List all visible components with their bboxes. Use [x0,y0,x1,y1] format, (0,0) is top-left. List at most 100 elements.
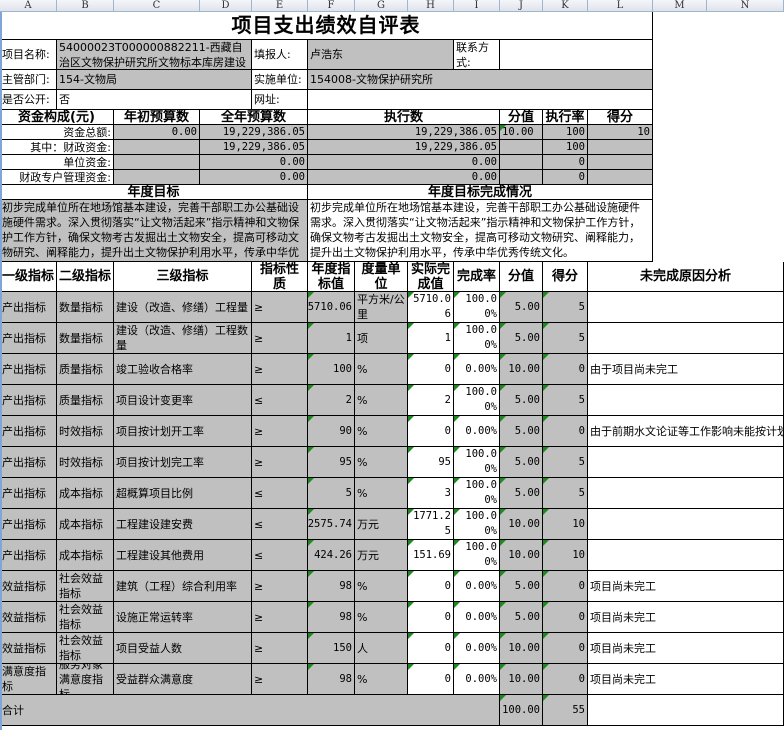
column-header-j[interactable]: J [500,0,543,12]
indicator-cell-0[interactable]: 产出指标 [0,292,57,323]
funds-rate[interactable]: 0 [543,155,588,170]
funds-rate[interactable]: 0 [543,170,588,185]
indicator-cell-8[interactable]: 10.00 [500,354,543,385]
indicator-header-7[interactable]: 完成率 [454,262,500,292]
indicator-cell-5[interactable]: % [355,385,408,416]
indicator-cell-9[interactable]: 0 [543,416,588,447]
indicator-cell-2[interactable]: 建筑（工程）综合利用率 [114,571,252,602]
funds-annual[interactable]: 0.00 [200,170,308,185]
indicator-cell-7[interactable]: 0.00% [454,571,500,602]
indicator-header-4[interactable]: 年度指标值 [308,262,355,292]
indicator-cell-2[interactable]: 超概算项目比例 [114,478,252,509]
column-header-m[interactable]: M [653,0,707,12]
indicator-cell-7[interactable]: 0.00% [454,633,500,664]
indicator-header-3[interactable]: 指标性质 [252,262,308,292]
funds-header-6[interactable]: 得分 [588,110,653,125]
indicator-cell-4[interactable]: 150 [308,633,355,664]
indicator-cell-6[interactable]: 0 [408,633,454,664]
indicator-cell-2[interactable]: 工程建设其他费用 [114,540,252,571]
indicator-cell-7[interactable]: 100.00% [454,478,500,509]
column-header-d[interactable]: D [200,0,252,12]
funds-annual[interactable]: 0.00 [200,155,308,170]
funds-executed[interactable]: 19,229,386.05 [308,140,500,155]
indicator-cell-6[interactable]: 95 [408,447,454,478]
indicator-cell-9[interactable]: 10 [543,540,588,571]
contact-label[interactable]: 联系方式: [454,40,500,70]
indicator-cell-7[interactable]: 100.00% [454,385,500,416]
contact-value[interactable] [500,40,653,70]
indicator-cell-7[interactable]: 100.00% [454,509,500,540]
indicator-cell-10[interactable]: 项目尚未完工 [588,571,784,602]
indicator-cell-5[interactable]: 平方米/公里 [355,292,408,323]
indicator-cell-9[interactable]: 0 [543,633,588,664]
indicator-cell-2[interactable]: 项目设计变更率 [114,385,252,416]
indicator-header-2[interactable]: 三级指标 [114,262,252,292]
indicator-cell-7[interactable]: 100.00% [454,292,500,323]
indicator-cell-1[interactable]: 数量指标 [57,323,114,354]
indicator-header-5[interactable]: 度量单位 [355,262,408,292]
indicator-cell-2[interactable]: 工程建设建安费 [114,509,252,540]
indicator-cell-2[interactable]: 项目受益人数 [114,633,252,664]
indicator-cell-1[interactable]: 质量指标 [57,354,114,385]
indicator-header-0[interactable]: 一级指标 [0,262,57,292]
funds-initial[interactable] [114,140,200,155]
total-points[interactable]: 55 [543,695,588,726]
funds-executed[interactable]: 19,229,386.05 [308,125,500,140]
indicator-cell-8[interactable]: 10.00 [500,509,543,540]
indicator-cell-9[interactable]: 0 [543,354,588,385]
funds-label[interactable]: 资金总额: [0,125,114,140]
indicator-cell-4[interactable]: 98 [308,571,355,602]
funds-rate[interactable]: 100 [543,125,588,140]
indicator-cell-3[interactable]: ≤ [252,385,308,416]
funds-score[interactable]: 10.00 [500,125,543,140]
indicator-cell-5[interactable]: % [355,447,408,478]
indicator-cell-3[interactable]: ≥ [252,416,308,447]
indicator-cell-6[interactable]: 1771.25 [408,509,454,540]
public-value[interactable]: 否 [57,90,252,110]
indicator-cell-1[interactable]: 成本指标 [57,478,114,509]
funds-initial[interactable]: 0.00 [114,125,200,140]
indicator-cell-6[interactable]: 0 [408,664,454,695]
indicator-cell-2[interactable]: 项目按计划开工率 [114,416,252,447]
indicator-cell-8[interactable]: 10.00 [500,540,543,571]
indicator-cell-5[interactable]: 项 [355,323,408,354]
indicator-cell-5[interactable]: % [355,478,408,509]
funds-label[interactable]: 其中：财政资金: [0,140,114,155]
indicator-cell-10[interactable]: 由于前期水文论证等工作影响未能按计划 [588,416,784,447]
funds-label[interactable]: 单位资金: [0,155,114,170]
indicator-cell-1[interactable]: 成本指标 [57,509,114,540]
indicator-cell-7[interactable]: 100.00% [454,447,500,478]
indicator-cell-3[interactable]: ≥ [252,664,308,695]
funds-points[interactable]: 10 [588,125,653,140]
indicator-cell-8[interactable]: 5.00 [500,447,543,478]
funds-executed[interactable]: 0.00 [308,170,500,185]
funds-score[interactable] [500,155,543,170]
funds-header-0[interactable]: 资金构成(元) [0,110,114,125]
indicator-cell-4[interactable]: 2575.74 [308,509,355,540]
indicator-cell-5[interactable]: 万元 [355,509,408,540]
indicator-cell-2[interactable]: 建设（改造、修缮）工程数量 [114,323,252,354]
indicator-cell-8[interactable]: 5.00 [500,385,543,416]
dept-value[interactable]: 154-文物局 [57,70,252,90]
indicator-cell-10[interactable] [588,509,784,540]
column-header-k[interactable]: K [543,0,588,12]
indicator-cell-4[interactable]: 98 [308,602,355,633]
indicator-cell-2[interactable]: 竣工验收合格率 [114,354,252,385]
indicator-cell-3[interactable]: ≤ [252,478,308,509]
indicator-cell-3[interactable]: ≥ [252,602,308,633]
indicator-cell-0[interactable]: 产出指标 [0,416,57,447]
funds-points[interactable] [588,140,653,155]
funds-label[interactable]: 财政专户管理资金: [0,170,114,185]
url-label[interactable]: 网址: [252,90,308,110]
goal-done-text[interactable]: 初步完成单位所在地场馆基本建设，完善干部职工办公基础设施硬件需求。深入贯彻落实“… [308,200,653,262]
indicator-cell-7[interactable]: 100.00% [454,540,500,571]
indicator-cell-10[interactable] [588,540,784,571]
indicator-cell-9[interactable]: 0 [543,664,588,695]
indicator-cell-6[interactable]: 1 [408,323,454,354]
funds-annual[interactable]: 19,229,386.05 [200,140,308,155]
dept-label[interactable]: 主管部门: [0,70,57,90]
indicator-cell-1[interactable]: 服务对象满意度指标 [57,664,114,695]
indicator-cell-4[interactable]: 100 [308,354,355,385]
project-name-label[interactable]: 项目名称: [0,40,57,70]
indicator-cell-0[interactable]: 产出指标 [0,478,57,509]
